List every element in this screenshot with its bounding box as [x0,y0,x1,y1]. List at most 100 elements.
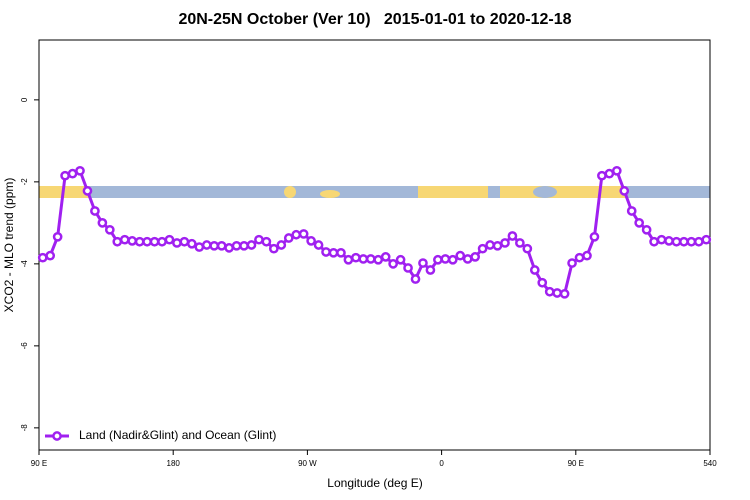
point [142,236,152,247]
point [529,265,540,275]
point [589,231,600,242]
point [373,254,384,265]
point [500,238,510,248]
point [582,250,592,261]
point [701,234,712,245]
point [328,247,339,258]
point [671,236,682,247]
point [104,224,115,235]
point [276,240,287,250]
point [201,240,212,250]
point [134,236,145,247]
y-tick-label: -8 [20,424,29,432]
point [693,236,704,247]
point [679,236,689,247]
point [656,234,667,245]
point [343,254,354,265]
point [52,231,63,242]
point [306,236,316,246]
point [82,186,93,196]
point [321,247,331,257]
point [597,170,607,181]
point [365,254,376,264]
point [216,240,227,251]
point [261,236,272,247]
legend-label: Land (Nadir&Glint) and Ocean (Glint) [79,428,276,442]
point [97,218,108,228]
point [351,252,361,263]
point [231,240,242,251]
x-tick-label: 540 [703,459,717,468]
point [149,236,160,247]
point [403,263,413,273]
point [395,254,406,265]
point [127,236,138,246]
point [552,288,563,298]
point [425,265,436,275]
point [418,258,428,268]
point [380,252,391,262]
point [664,236,674,246]
point [447,254,458,265]
point [462,254,473,264]
point [477,243,488,254]
point [67,168,78,179]
point [60,170,70,181]
y-tick-label: 0 [20,97,29,102]
point [485,240,495,250]
point [246,240,257,250]
point [634,218,645,228]
y-tick-label: -6 [20,342,29,350]
point [37,252,48,263]
point [470,252,480,262]
point [507,231,518,241]
point [313,240,324,250]
point [224,243,234,253]
point [45,250,56,261]
point [686,236,697,247]
x-tick-label: 90 E [568,459,584,468]
point [269,243,279,254]
point [298,229,309,239]
point [626,206,637,216]
x-tick-label: 90 W [298,459,317,468]
legend-marker [52,431,62,441]
point [455,250,466,261]
point [239,240,249,251]
x-axis-label: Longitude (deg E) [327,476,422,490]
point [574,252,585,263]
point [492,240,503,251]
point [641,224,652,235]
point [283,233,294,243]
point [515,238,525,248]
point [619,186,630,196]
point [157,236,167,247]
point [172,238,182,248]
chart-title: 20N-25N October (Ver 10) 2015-01-01 to 2… [178,11,571,28]
map-strip [39,186,710,198]
point [544,286,555,297]
point [433,254,443,265]
point [604,168,615,179]
point [440,254,451,264]
y-tick-label: -4 [20,260,29,268]
point [559,288,570,299]
x-tick-label: 0 [439,459,444,468]
point [410,274,421,284]
point [336,247,346,258]
y-axis-label: XCO2 - MLO trend (ppm) [2,178,16,313]
x-tick-label: 180 [167,459,181,468]
y-tick-label: -2 [20,178,29,186]
point [254,234,264,245]
point [75,165,85,176]
point [164,234,175,245]
point [567,258,577,268]
point [194,242,205,252]
plot-frame [38,39,711,451]
point [179,236,190,247]
point [90,206,100,216]
point [209,240,220,251]
point [537,277,548,288]
point [291,229,302,240]
